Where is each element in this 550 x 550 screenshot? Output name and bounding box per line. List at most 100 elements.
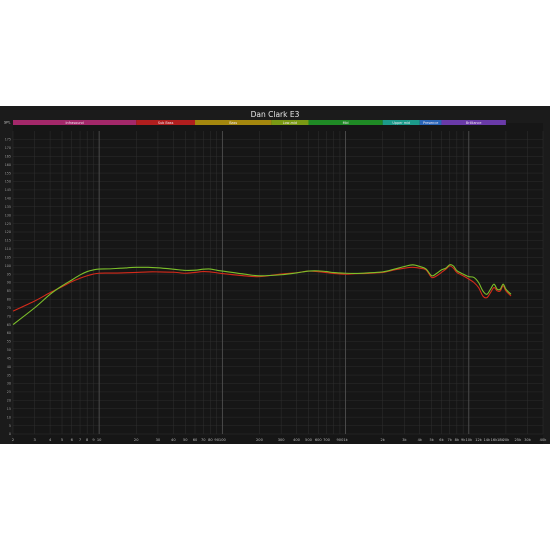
x-tick-label: 9	[92, 438, 95, 442]
y-tick-label: 30	[7, 382, 11, 386]
frequency-response-chart: Dan Clark E3 SPL Infrasound Sub Bass Bass L…	[0, 106, 550, 444]
band-label: Sub Bass	[158, 121, 174, 125]
y-tick-label: 75	[7, 306, 11, 310]
band-label: Brilliance	[466, 121, 482, 125]
x-tick-label: 500	[305, 438, 313, 442]
y-tick-label: 70	[7, 314, 11, 318]
y-tick-label: 165	[5, 154, 11, 158]
y-tick-label: 10	[7, 415, 11, 419]
x-tick-labels: 2 3 4 5 6 7 8 9 10 20 30 40 50 60 70 80 90 100 200 300 400 50…	[12, 438, 547, 442]
band-label: Bass	[229, 121, 237, 125]
y-tick-label: 95	[7, 272, 11, 276]
series-lines	[12, 264, 512, 326]
band-label: Low-mid	[283, 121, 297, 125]
x-tick-label: 70	[201, 438, 206, 442]
y-tick-label: 110	[5, 247, 11, 251]
x-tick-label: 1k	[343, 438, 348, 442]
y-tick-label: 85	[7, 289, 11, 293]
x-tick-label: 200	[256, 438, 264, 442]
band-label: Upper mid	[392, 121, 410, 125]
x-tick-label: 6k	[439, 438, 444, 442]
x-tick-label: 8	[86, 438, 89, 442]
y-tick-label: 65	[7, 323, 11, 327]
y-tick-label: 40	[7, 365, 11, 369]
x-tick-label: 10	[97, 438, 102, 442]
band-label: Presence	[423, 121, 438, 125]
x-tick-label: 2k	[380, 438, 385, 442]
x-tick-label: 2	[12, 438, 14, 442]
x-tick-label: 50	[183, 438, 188, 442]
x-tick-label: 600	[315, 438, 323, 442]
x-tick-label: 3	[34, 438, 36, 442]
y-tick-labels: 0 5 10 15 20 25 30 35 40 45 50 55 60 65 70 75 80 85 90 95 10…	[5, 138, 11, 437]
x-tick-label: 30	[156, 438, 161, 442]
chart-svg: Dan Clark E3 SPL Infrasound Sub Bass Bass L…	[0, 106, 550, 444]
y-tick-label: 160	[5, 163, 11, 167]
series-line-2	[12, 264, 512, 326]
frequency-bands: Infrasound Sub Bass Bass Low-mid Mid Upper mi…	[13, 120, 506, 125]
y-tick-label: 55	[7, 340, 11, 344]
x-tick-label: 4	[49, 438, 52, 442]
y-tick-label: 35	[7, 373, 11, 377]
y-tick-label: 135	[5, 205, 11, 209]
x-tick-label: 900	[337, 438, 345, 442]
y-tick-label: 150	[5, 180, 11, 184]
x-tick-label: 100	[219, 438, 227, 442]
x-tick-label: 30k	[524, 438, 532, 442]
x-tick-label: 40	[171, 438, 176, 442]
x-tick-label: 90	[214, 438, 219, 442]
band-label: Mid	[343, 121, 349, 125]
x-tick-label: 60	[193, 438, 198, 442]
y-tick-label: 80	[7, 298, 11, 302]
y-tick-label: 20	[7, 399, 11, 403]
x-tick-label: 5	[61, 438, 63, 442]
x-tick-label: 18k	[497, 438, 505, 442]
y-axis-label: SPL	[4, 121, 10, 125]
x-tick-label: 12k	[475, 438, 483, 442]
series-line-1	[12, 265, 512, 312]
x-tick-label: 3k	[402, 438, 407, 442]
y-tick-label: 25	[7, 390, 11, 394]
x-tick-label: 25k	[515, 438, 523, 442]
x-tick-label: 9k	[461, 438, 466, 442]
band-presence	[419, 120, 442, 125]
y-tick-label: 60	[7, 331, 11, 335]
y-tick-label: 125	[5, 222, 11, 226]
y-tick-label: 50	[7, 348, 11, 352]
grid-lines	[12, 131, 544, 435]
x-tick-label: 300	[278, 438, 286, 442]
y-tick-label: 0	[9, 432, 11, 436]
band-label: Infrasound	[66, 121, 84, 125]
y-tick-label: 130	[5, 213, 11, 217]
y-tick-label: 5	[9, 424, 11, 428]
plot-area	[13, 123, 543, 444]
y-tick-label: 145	[5, 188, 11, 192]
x-tick-label: 14k	[483, 438, 491, 442]
y-tick-label: 170	[5, 146, 11, 150]
x-tick-label: 20k	[503, 438, 511, 442]
x-tick-label: 80	[208, 438, 213, 442]
y-tick-label: 140	[5, 197, 11, 201]
band-infrasound	[13, 120, 137, 125]
band-brilliance	[441, 120, 506, 125]
x-tick-label: 400	[293, 438, 301, 442]
band-bass	[195, 120, 272, 125]
x-tick-label: 8k	[455, 438, 460, 442]
y-tick-label: 100	[5, 264, 11, 268]
x-tick-label: 40k	[540, 438, 548, 442]
y-tick-label: 45	[7, 356, 11, 360]
x-tick-label: 4k	[418, 438, 423, 442]
y-tick-label: 105	[5, 255, 11, 259]
y-tick-label: 15	[7, 407, 11, 411]
y-tick-label: 155	[5, 171, 11, 175]
x-tick-label: 20	[134, 438, 139, 442]
band-low-mid	[271, 120, 309, 125]
y-tick-label: 115	[5, 239, 11, 243]
y-tick-label: 120	[5, 230, 11, 234]
y-tick-label: 90	[7, 281, 11, 285]
x-tick-label: 7	[79, 438, 81, 442]
x-tick-label: 700	[323, 438, 331, 442]
chart-title: Dan Clark E3	[251, 110, 300, 119]
x-tick-label: 16k	[491, 438, 499, 442]
x-tick-label: 10k	[465, 438, 473, 442]
